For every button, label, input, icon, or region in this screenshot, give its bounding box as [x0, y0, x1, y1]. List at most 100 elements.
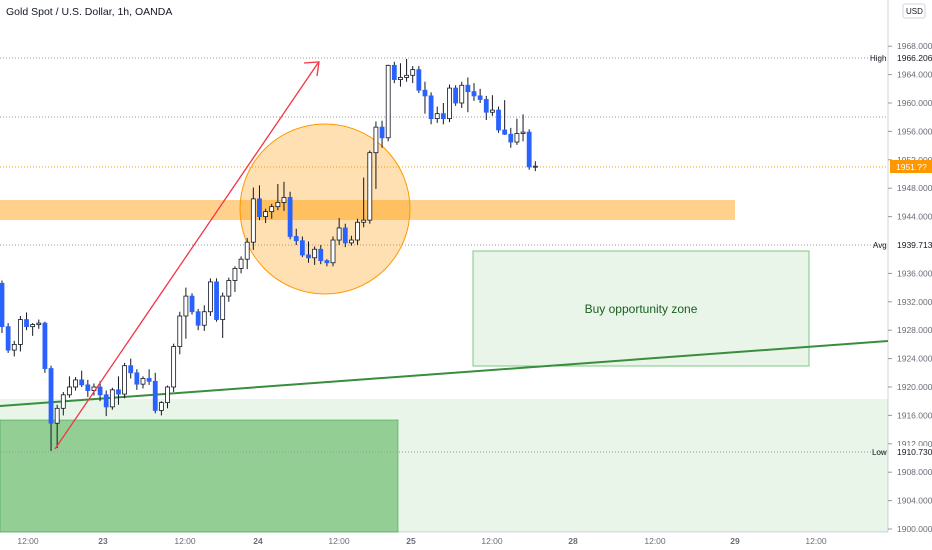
candle — [165, 385, 170, 409]
price-tick-label: 1948.000 — [897, 183, 932, 193]
price-tick-label: 1936.000 — [897, 268, 932, 278]
low-value: 1910.730 — [897, 447, 932, 457]
price-tick-label: 1904.000 — [897, 496, 932, 506]
candle — [183, 287, 189, 339]
candle — [391, 61, 397, 84]
candle — [336, 218, 342, 245]
candle — [514, 118, 520, 145]
candle — [355, 218, 360, 245]
demand-zone[interactable] — [0, 419, 399, 533]
currency-label: USD — [906, 7, 923, 16]
candle — [422, 81, 428, 114]
candle — [483, 95, 489, 121]
price-tick-label: 1944.000 — [897, 212, 932, 222]
candle — [379, 120, 385, 148]
candle — [189, 293, 195, 315]
candle — [146, 369, 152, 385]
candle — [471, 83, 477, 101]
candle — [373, 121, 379, 189]
candle — [477, 88, 483, 103]
price-axis[interactable]: 1968.000 1964.000 1960.000 1956.000 1952.000… — [888, 41, 932, 534]
time-tick-label: 12:00 — [17, 536, 39, 546]
candle — [502, 100, 508, 135]
time-tick-label: 29 — [730, 536, 740, 546]
candle — [79, 370, 85, 387]
price-tick-label: 1952.000 — [897, 155, 932, 165]
candle — [306, 241, 311, 263]
chart-title: Gold Spot / U.S. Dollar, 1h, OANDA — [6, 6, 173, 18]
price-tick-label: 1900.000 — [897, 524, 932, 534]
buy-opportunity-zone[interactable] — [472, 250, 810, 367]
high-value: 1966.206 — [897, 53, 932, 63]
candle — [140, 376, 146, 389]
candle — [312, 246, 318, 265]
candle — [116, 376, 121, 405]
candle — [299, 236, 305, 258]
candle — [257, 185, 262, 221]
candle — [220, 292, 226, 339]
candle — [60, 391, 66, 416]
candle — [152, 372, 158, 414]
candle — [214, 278, 219, 322]
last-price-value: 1951.?? — [896, 162, 927, 172]
price-tick-label: 1964.000 — [897, 70, 932, 80]
time-tick-label: 24 — [253, 536, 263, 546]
price-tick-label: 1916.000 — [897, 410, 932, 420]
trend-line[interactable] — [0, 340, 889, 407]
candle — [318, 245, 324, 265]
candle — [208, 278, 213, 316]
candle — [293, 228, 299, 245]
avg-value: 1939.713 — [897, 240, 932, 250]
candle — [489, 95, 495, 116]
candle — [385, 64, 391, 142]
high-value-box — [893, 52, 929, 64]
candle — [410, 66, 416, 84]
candle — [122, 362, 127, 399]
high-label: High — [870, 54, 886, 63]
candle — [85, 379, 91, 397]
candle — [263, 208, 268, 223]
candle — [42, 321, 48, 373]
candle — [496, 106, 501, 133]
trend-arrow[interactable] — [54, 61, 320, 450]
low-label: Low — [872, 448, 887, 457]
candle — [532, 161, 538, 172]
candle — [324, 259, 330, 267]
candles-layer — [0, 58, 538, 451]
candle — [0, 280, 5, 334]
candle — [17, 316, 23, 352]
currency-button[interactable] — [902, 3, 926, 19]
candle — [103, 390, 109, 417]
candle — [398, 63, 403, 87]
candle — [73, 377, 78, 391]
candle — [11, 340, 17, 357]
buy-zone-label: Buy opportunity zone — [585, 302, 698, 316]
candle — [508, 127, 514, 148]
candle — [244, 237, 250, 270]
candle — [201, 305, 207, 331]
candle — [250, 187, 256, 250]
candle — [171, 343, 177, 392]
time-axis[interactable]: 12:00 23 12:00 24 12:00 25 12:00 28 12:00 29 12:00 — [17, 536, 827, 546]
candle — [54, 404, 60, 449]
candle — [177, 311, 183, 355]
candle — [428, 92, 434, 125]
candle — [195, 308, 201, 331]
candle — [128, 358, 134, 379]
candle — [109, 387, 115, 410]
price-tick-label: 1912.000 — [897, 439, 932, 449]
candle — [465, 77, 471, 113]
candle — [330, 236, 336, 267]
price-tick-label: 1956.000 — [897, 126, 932, 136]
avg-label: Avg — [873, 241, 887, 250]
price-tick-label: 1960.000 — [897, 98, 932, 108]
candle — [416, 66, 422, 94]
candle — [459, 81, 465, 108]
candle — [281, 181, 287, 211]
candle — [361, 177, 367, 228]
candle — [158, 401, 164, 416]
candle — [269, 203, 275, 219]
candle — [36, 319, 42, 329]
time-tick-label: 23 — [98, 536, 108, 546]
